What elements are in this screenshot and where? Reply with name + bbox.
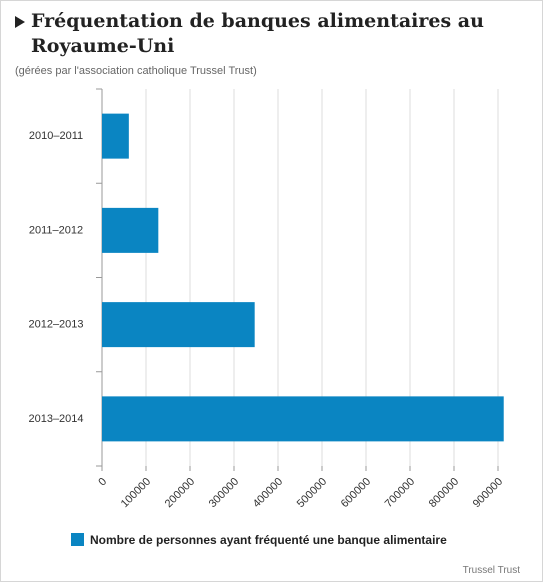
y-tick-label: 2013–2014	[28, 413, 83, 425]
x-tick-label: 100000	[119, 476, 153, 510]
source: Trussel Trust	[462, 565, 520, 576]
bar	[102, 113, 129, 159]
legend-swatch	[71, 533, 84, 546]
y-tick-label: 2012–2013	[28, 319, 83, 331]
title-marker	[15, 16, 25, 28]
y-tick-label: 2011–2012	[29, 224, 83, 236]
x-tick-label: 500000	[295, 476, 329, 510]
x-tick-label: 900000	[471, 476, 505, 510]
bar	[102, 207, 159, 253]
legend-label: Nombre de personnes ayant fréquenté une …	[90, 533, 447, 547]
x-tick-label: 400000	[251, 476, 285, 510]
x-tick-label: 300000	[207, 476, 241, 510]
chart-subtitle: (gérées par l'association catholique Tru…	[15, 65, 257, 77]
bar	[102, 396, 504, 442]
plot: 0 100000 200000 300000 400000 500000 600000 700…	[28, 88, 505, 510]
x-tick-label: 700000	[383, 476, 417, 510]
x-tick-label: 0	[96, 476, 109, 489]
x-tick-label: 600000	[339, 476, 373, 510]
x-tick-label: 800000	[427, 476, 461, 510]
chart-title: Fréquentation de banques alimentaires au…	[31, 10, 484, 57]
y-tick-label: 2010–2011	[29, 130, 83, 142]
x-tick-label: 200000	[163, 476, 197, 510]
legend: Nombre de personnes ayant fréquenté une …	[71, 533, 447, 547]
bar	[102, 302, 255, 348]
